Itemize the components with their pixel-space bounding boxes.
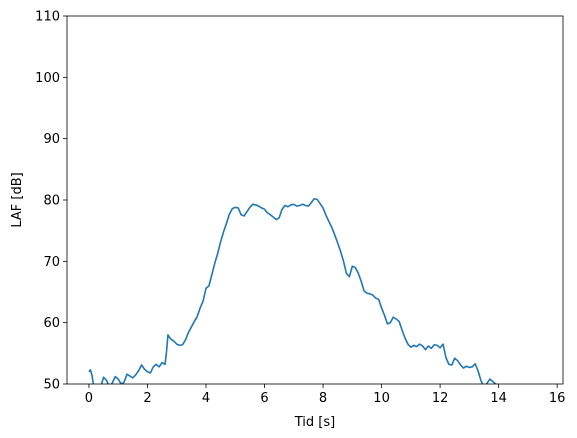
y-axis-label: LAF [dB] <box>10 172 25 227</box>
x-tick-label: 2 <box>143 391 151 406</box>
y-tick-label: 50 <box>43 378 60 393</box>
axes-layer: 0 2 4 6 8 10 12 14 16 50 60 70 80 90 100 110 <box>35 10 565 407</box>
y-tick-label: 110 <box>35 10 60 25</box>
y-tick-label: 70 <box>43 255 60 270</box>
x-tick-label: 12 <box>432 391 449 406</box>
x-tick-label: 8 <box>319 391 327 406</box>
x-tick-label: 0 <box>85 391 93 406</box>
series-line-0 <box>88 197 498 384</box>
x-tick-label: 16 <box>549 391 566 406</box>
x-axis-label: Tid [s] <box>294 415 335 430</box>
series-layer <box>88 197 498 384</box>
x-tick-label: 4 <box>202 391 210 406</box>
y-tick-label: 60 <box>43 316 60 331</box>
y-tick-label: 80 <box>43 194 60 209</box>
y-tick-label: 100 <box>35 71 60 86</box>
x-tick-label: 6 <box>260 391 268 406</box>
y-tick-label: 90 <box>43 132 60 147</box>
x-tick-label: 14 <box>490 391 507 406</box>
plot-frame <box>66 15 564 385</box>
x-tick-label: 10 <box>373 391 390 406</box>
